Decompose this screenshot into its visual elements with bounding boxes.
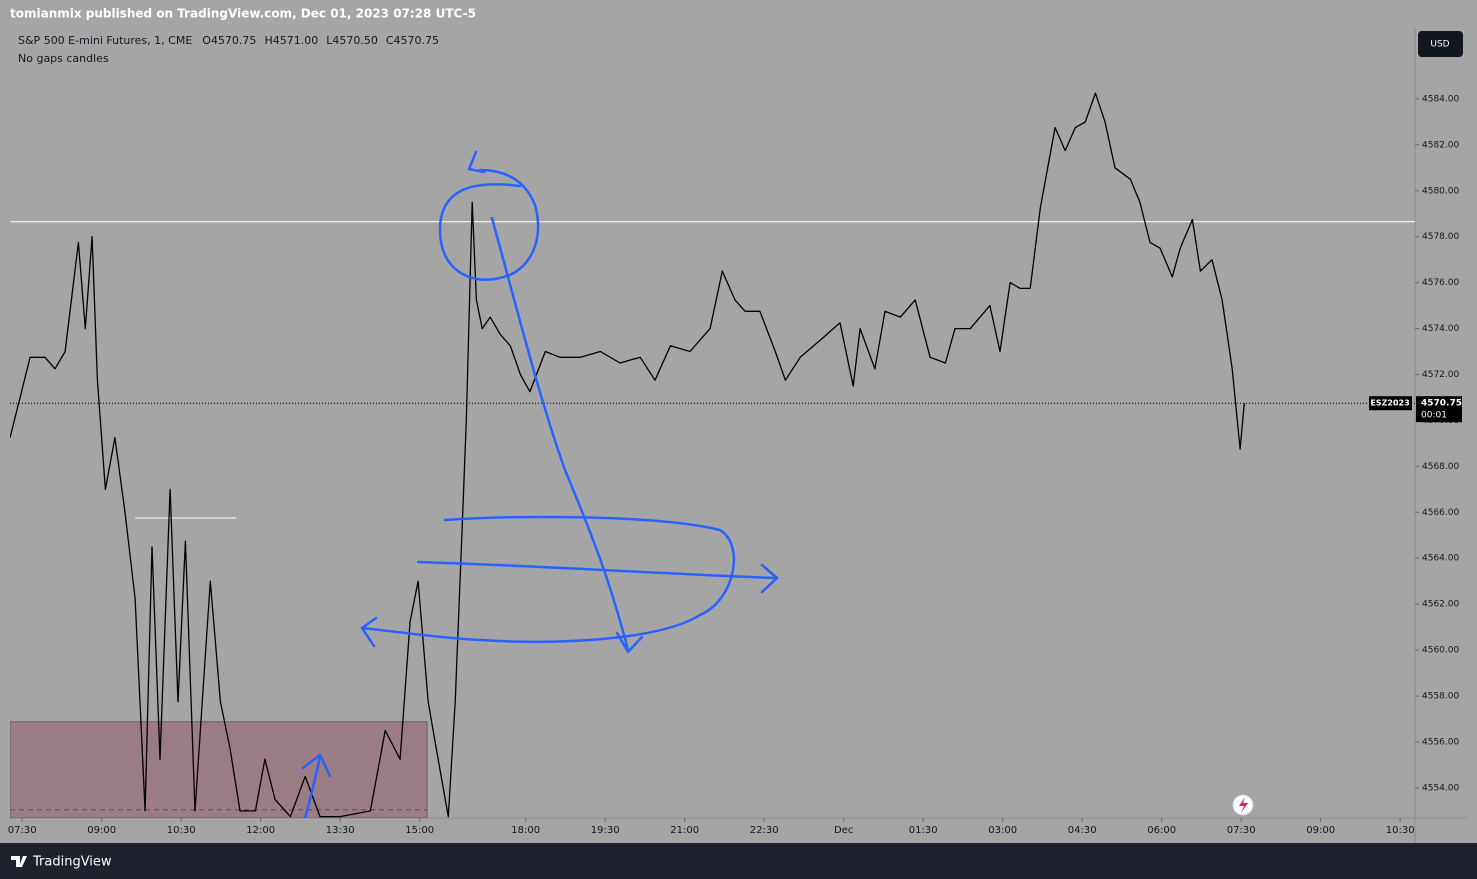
x-tick-label: 19:30 — [591, 825, 620, 836]
ohlc-value: 4570.75 — [394, 34, 440, 47]
drawings — [301, 150, 779, 818]
y-tick-label: 4554.00 — [1422, 783, 1459, 793]
drawing — [360, 515, 735, 643]
brand: TradingView — [32, 855, 112, 870]
y-tick-label: 4568.00 — [1422, 462, 1459, 472]
drawing — [416, 560, 777, 580]
logo — [11, 856, 27, 867]
y-tick-label: 4564.00 — [1422, 554, 1459, 564]
y-tick-label: 4566.00 — [1422, 508, 1459, 518]
drawing — [438, 168, 540, 281]
x-tick-label: 21:00 — [670, 825, 699, 836]
symbol-title: S&P 500 E-mini Futures, 1, CME — [18, 34, 192, 47]
y-tick-label: 4562.00 — [1422, 600, 1459, 610]
y-tick-label: 4558.00 — [1422, 692, 1459, 702]
x-tick-label: 22:30 — [750, 825, 779, 836]
y-tick-label: 4574.00 — [1422, 324, 1459, 334]
drawing — [490, 216, 630, 652]
publish-info: tomianmix published on TradingView.com, … — [10, 7, 476, 21]
x-tick-label: 13:30 — [326, 825, 355, 836]
y-tick-label: 4560.00 — [1422, 646, 1459, 656]
symbol-label: ESZ2023 — [1370, 399, 1409, 408]
x-tick-label: 07:30 — [1227, 825, 1256, 836]
currency-label[interactable]: USD — [1430, 40, 1449, 50]
x-tick-label: 12:00 — [246, 825, 275, 836]
ohlc-prefix: H — [264, 34, 272, 47]
footer — [0, 843, 1477, 879]
x-tick-label: 10:30 — [167, 825, 196, 836]
y-tick-label: 4572.00 — [1422, 370, 1459, 380]
x-tick-label: 10:30 — [1386, 825, 1415, 836]
price-badge — [1416, 396, 1462, 423]
drawing — [360, 616, 378, 648]
y-tick-label: 4578.00 — [1422, 232, 1459, 242]
drawing — [301, 753, 332, 778]
x-tick-label: 06:00 — [1147, 825, 1176, 836]
x-tick-label: Dec — [834, 825, 853, 836]
x-tick-label: 04:30 — [1068, 825, 1097, 836]
alert-icon — [1239, 797, 1248, 813]
ohlc-value: 4570.50 — [332, 34, 378, 47]
ohlc-prefix: L — [326, 34, 333, 47]
y-tick-label: 4576.00 — [1422, 278, 1459, 288]
x-tick-label: 15:00 — [405, 825, 434, 836]
drawing — [303, 755, 322, 818]
x-tick-label: 09:00 — [87, 825, 116, 836]
currency-button[interactable] — [1418, 31, 1463, 57]
y-tick-label: 4582.00 — [1422, 140, 1459, 150]
drawing — [467, 150, 486, 174]
x-tick-label: 03:00 — [988, 825, 1017, 836]
ohlc-prefix: C — [386, 34, 394, 47]
last-price-label: 4570.75 — [1421, 399, 1462, 409]
ohlc-value: 4571.00 — [273, 34, 319, 47]
symbol-badge — [1369, 396, 1412, 411]
chart-panel — [10, 27, 1467, 843]
ohlc-prefix: O — [202, 34, 211, 47]
x-tick-label: 01:30 — [909, 825, 938, 836]
y-tick-label: 4580.00 — [1422, 186, 1459, 196]
x-tick-label: 07:30 — [8, 825, 37, 836]
drawing — [615, 631, 644, 654]
x-tick-label: 18:00 — [511, 825, 540, 836]
chart-subtitle: No gaps candles — [18, 52, 109, 65]
x-tick-label: 09:00 — [1306, 825, 1335, 836]
ohlc-value: 4570.75 — [211, 34, 257, 47]
drawing — [760, 563, 779, 594]
price-line — [10, 92, 1245, 818]
zone — [10, 721, 428, 818]
y-tick-label: 4556.00 — [1422, 737, 1459, 747]
y-tick-label: 4584.00 — [1422, 94, 1459, 104]
countdown-label: 00:01 — [1421, 411, 1447, 421]
